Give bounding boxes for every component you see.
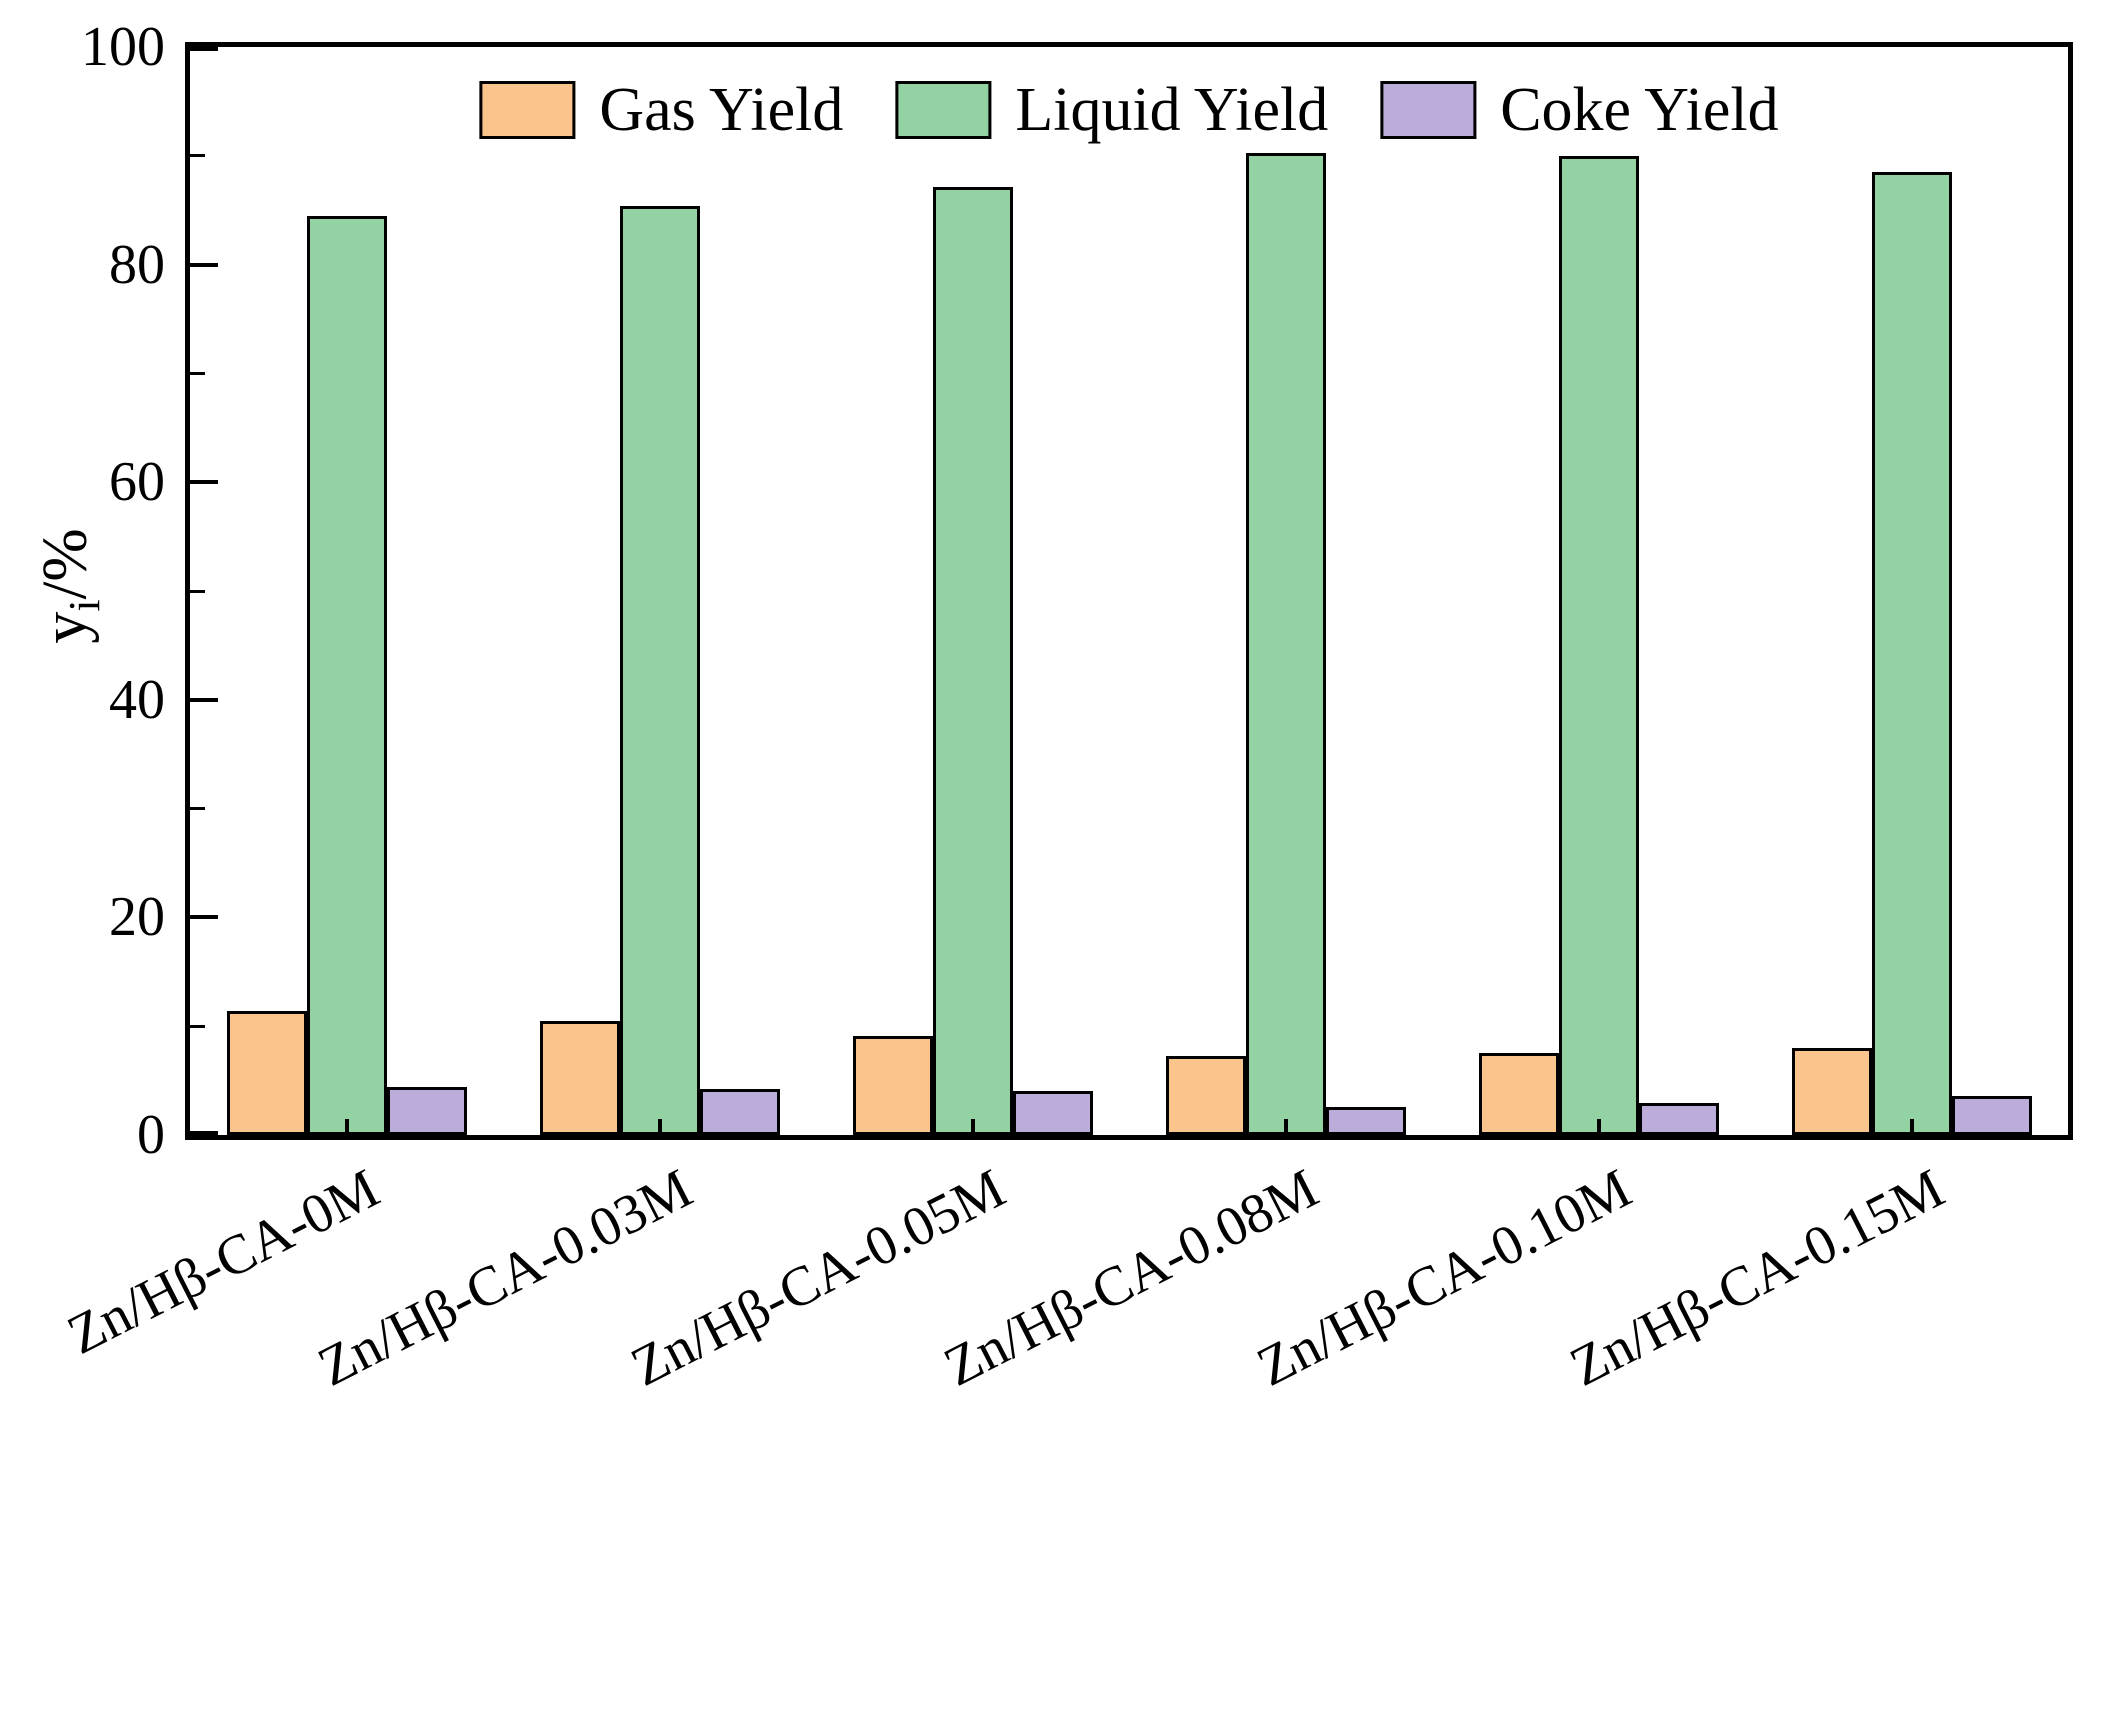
- plot-area: Gas Yield Liquid Yield Coke Yield: [185, 42, 2073, 1140]
- bar-liquid-yield: [932, 187, 1013, 1135]
- bar-gas-yield: [1478, 1053, 1559, 1135]
- y-axis-major-tick: [190, 915, 218, 920]
- y-axis-major-tick: [190, 480, 218, 485]
- bar-gas-yield: [1791, 1047, 1872, 1135]
- x-axis-tick: [1596, 1119, 1601, 1135]
- bar-coke-yield: [1951, 1095, 2032, 1135]
- x-axis-tick: [657, 1119, 662, 1135]
- y-axis-minor-tick: [190, 589, 205, 593]
- y-axis-major-tick: [190, 1131, 218, 1135]
- legend-item-liquid-yield: Liquid Yield: [895, 79, 1328, 141]
- bar-liquid-yield: [1871, 172, 1952, 1135]
- y-axis-tick-label: 20: [109, 886, 165, 949]
- bar-gas-yield: [1165, 1055, 1246, 1135]
- bar-coke-yield: [1325, 1106, 1406, 1135]
- legend-label: Liquid Yield: [1015, 76, 1329, 144]
- x-axis-tick: [344, 1119, 349, 1135]
- x-axis-tick: [1909, 1119, 1914, 1135]
- y-axis-tick-label: 60: [109, 451, 165, 514]
- bar-liquid-yield: [1558, 155, 1639, 1135]
- y-axis-major-tick: [190, 262, 218, 267]
- y-axis-tick-label: 40: [109, 668, 165, 731]
- y-axis-minor-tick: [190, 371, 205, 375]
- bar-coke-yield: [699, 1089, 780, 1135]
- legend: Gas Yield Liquid Yield Coke Yield: [479, 76, 1779, 144]
- bar-liquid-yield: [306, 215, 387, 1135]
- bar-coke-yield: [1012, 1091, 1093, 1135]
- legend-label: Gas Yield: [599, 76, 844, 144]
- bar-liquid-yield: [1245, 152, 1326, 1135]
- y-axis-minor-tick: [190, 807, 205, 811]
- y-axis-tick-label: 0: [137, 1104, 165, 1166]
- legend-item-coke-yield: Coke Yield: [1380, 76, 1779, 144]
- y-axis-title-sub: i: [60, 599, 110, 612]
- legend-swatch: [479, 81, 576, 139]
- legend-swatch: [895, 81, 992, 139]
- legend-label: Coke Yield: [1500, 76, 1779, 144]
- y-axis-minor-tick: [190, 154, 205, 158]
- y-axis-major-tick: [190, 47, 218, 51]
- x-axis-tick: [970, 1119, 975, 1135]
- bar-coke-yield: [386, 1087, 467, 1135]
- y-axis-title-base: y: [28, 611, 100, 644]
- bar-gas-yield: [852, 1036, 933, 1135]
- bar-gas-yield: [226, 1010, 307, 1135]
- y-axis-major-tick: [190, 697, 218, 702]
- bar-coke-yield: [1638, 1103, 1719, 1135]
- y-axis-minor-tick: [190, 1024, 205, 1028]
- legend-item-gas-yield: Gas Yield: [479, 79, 843, 141]
- y-axis-tick-label: 80: [109, 233, 165, 296]
- bar-gas-yield: [539, 1020, 620, 1135]
- y-axis-tick-label: 100: [81, 16, 165, 78]
- bar-liquid-yield: [619, 205, 700, 1135]
- legend-swatch: [1380, 81, 1477, 139]
- x-axis-tick: [1283, 1119, 1288, 1135]
- y-axis-title-suffix: /%: [28, 528, 100, 600]
- y-axis-title: yi/%: [28, 528, 110, 643]
